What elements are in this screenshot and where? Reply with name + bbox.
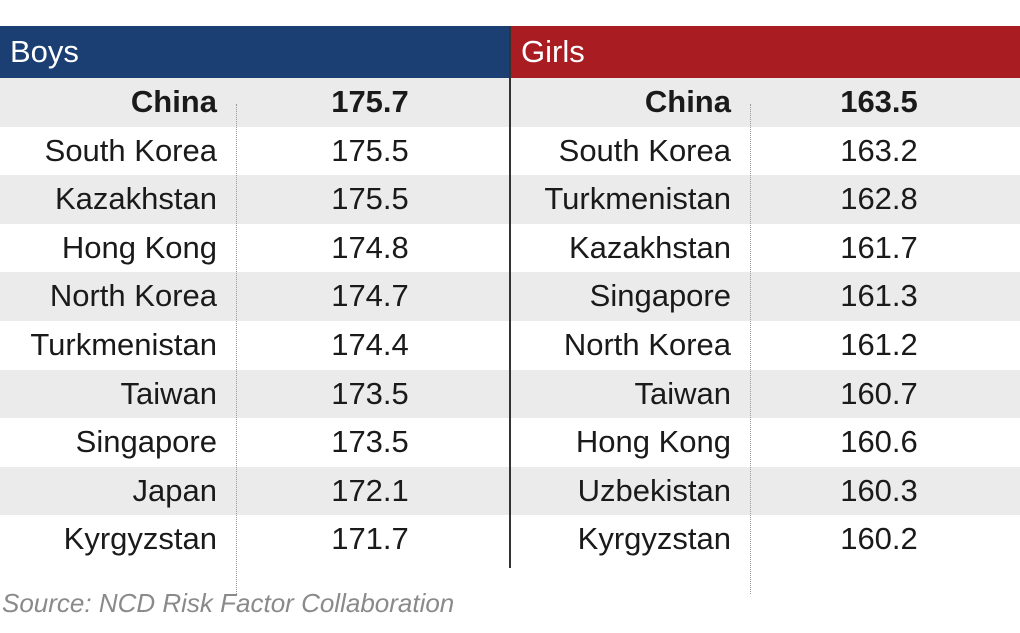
girls-dotted-separator: [750, 104, 751, 594]
girls-height-cell: 163.2: [840, 132, 918, 168]
boys-table-row: North Korea 174.7: [0, 272, 509, 321]
girls-height-cell: 160.7: [840, 375, 918, 411]
boys-header: Boys: [0, 26, 509, 78]
panel-divider: [509, 26, 511, 568]
girls-height-cell: 162.8: [840, 181, 918, 217]
boys-table-row: China 175.7: [0, 78, 509, 127]
boys-height-cell: 174.8: [331, 229, 409, 265]
girls-height-cell: 163.5: [840, 84, 918, 119]
girls-country-cell: Taiwan: [634, 375, 732, 411]
girls-table-row: China 163.5: [511, 78, 1020, 127]
girls-height-cell: 161.3: [840, 278, 918, 314]
boys-country-cell: Kyrgyzstan: [63, 521, 217, 557]
boys-height-cell: 175.7: [331, 84, 409, 119]
boys-table-row: Taiwan 173.5: [0, 369, 509, 419]
girls-country-cell: Singapore: [589, 278, 731, 314]
source-note: Source: NCD Risk Factor Collaboration: [2, 588, 455, 618]
girls-table-row: Kyrgyzstan 160.2: [511, 515, 1020, 564]
girls-height-cell: 160.2: [840, 521, 918, 557]
girls-table-row: Taiwan 160.7: [511, 369, 1020, 419]
boys-country-cell: Hong Kong: [61, 229, 217, 265]
girls-country-cell: Hong Kong: [575, 424, 731, 460]
boys-height-cell: 175.5: [331, 181, 409, 217]
girls-table: Girls China 163.5 South Korea 163.2 Turkmeni…: [511, 26, 1020, 594]
girls-height-cell: 161.2: [840, 326, 918, 362]
boys-height-cell: 174.4: [331, 326, 409, 362]
boys-table-row: Hong Kong 174.8: [0, 224, 509, 273]
boys-height-cell: 171.7: [331, 521, 409, 557]
girls-header: Girls: [511, 26, 1020, 78]
girls-height-cell: 160.6: [840, 424, 918, 460]
girls-table-row: Hong Kong 160.6: [511, 418, 1020, 467]
boys-country-cell: Kazakhstan: [55, 181, 217, 217]
girls-table-row: Turkmenistan 162.8: [511, 175, 1020, 224]
boys-table-row: Singapore 173.5: [0, 418, 509, 467]
boys-country-cell: China: [130, 84, 217, 119]
girls-country-cell: Kazakhstan: [569, 229, 731, 265]
girls-table-row: Kazakhstan 161.7: [511, 224, 1020, 273]
girls-country-cell: Turkmenistan: [544, 181, 731, 217]
girls-country-cell: Kyrgyzstan: [577, 521, 731, 557]
boys-height-cell: 173.5: [331, 375, 409, 411]
boys-country-cell: Singapore: [75, 424, 217, 460]
boys-table: Boys China 175.7 South Korea 175.5 Kazakhsta…: [0, 26, 509, 594]
girls-table-row: North Korea 161.2: [511, 321, 1020, 370]
boys-country-cell: South Korea: [44, 132, 217, 168]
boys-country-cell: Japan: [132, 472, 217, 508]
boys-height-cell: 175.5: [331, 132, 409, 168]
boys-table-row: Kyrgyzstan 171.7: [0, 515, 509, 564]
boys-country-cell: North Korea: [49, 278, 217, 314]
boys-country-cell: Turkmenistan: [30, 326, 217, 362]
boys-table-row: Japan 172.1: [0, 466, 509, 516]
girls-height-cell: 161.7: [840, 229, 918, 265]
boys-height-cell: 173.5: [331, 424, 409, 460]
boys-table-row: Kazakhstan 175.5: [0, 175, 509, 224]
girls-table-row: Singapore 161.3: [511, 272, 1020, 321]
girls-country-cell: Uzbekistan: [577, 472, 731, 508]
girls-country-cell: China: [644, 84, 731, 119]
girls-country-cell: North Korea: [563, 326, 731, 362]
girls-rows: China 163.5 South Korea 163.2 Turkmenistan 16…: [511, 78, 1020, 564]
girls-country-cell: South Korea: [558, 132, 731, 168]
girls-table-row: South Korea 163.2: [511, 127, 1020, 176]
boys-table-row: South Korea 175.5: [0, 127, 509, 176]
boys-rows: China 175.7 South Korea 175.5 Kazakhstan 175.…: [0, 78, 509, 564]
boys-table-row: Turkmenistan 174.4: [0, 321, 509, 370]
boys-height-cell: 174.7: [331, 278, 409, 314]
boys-country-cell: Taiwan: [120, 375, 218, 411]
boys-dotted-separator: [236, 104, 237, 594]
girls-height-cell: 160.3: [840, 472, 918, 508]
girls-table-row: Uzbekistan 160.3: [511, 466, 1020, 516]
boys-height-cell: 172.1: [331, 472, 409, 508]
